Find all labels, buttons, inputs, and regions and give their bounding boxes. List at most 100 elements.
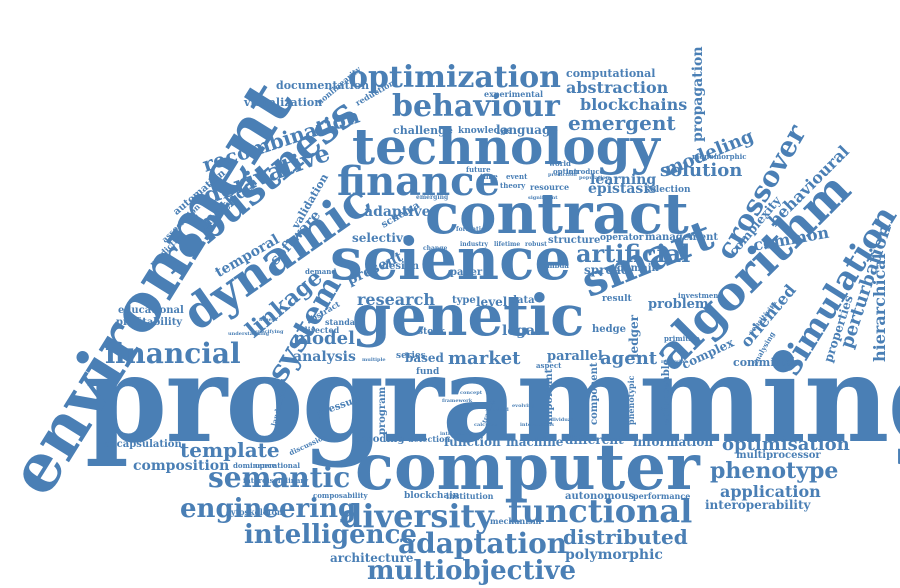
word-different: different: [565, 433, 624, 447]
word-documentation: documentation: [276, 79, 370, 92]
word-language: language: [496, 123, 558, 137]
word-future: future: [466, 165, 491, 174]
word-cytoskeleton: cytoskeleton: [226, 507, 283, 517]
word-educational: educational: [118, 305, 184, 316]
word-programming: programming: [85, 329, 900, 470]
word-result: result: [602, 294, 632, 304]
word-time: time: [480, 172, 498, 181]
word-phenotypic: phenotypic: [626, 375, 636, 426]
word-diversity: diversity: [340, 497, 494, 535]
word-optimization: optimization: [348, 60, 561, 95]
word-fitness: fitness: [259, 317, 278, 323]
word-optimisation: optimisation: [722, 434, 850, 455]
word-aspect: aspect: [536, 361, 562, 370]
word-design: design: [382, 261, 420, 272]
word-adaptation: adaptation: [398, 527, 568, 560]
word-parallel: parallel: [547, 349, 603, 364]
word-agent: agent: [600, 348, 658, 369]
word-operator: operator: [600, 233, 644, 243]
word-institution: institution: [446, 491, 494, 501]
word-financial: financial: [105, 337, 241, 370]
word-management: management: [645, 232, 718, 243]
word-application: application: [720, 482, 821, 501]
word-applied: applied: [488, 407, 509, 413]
word-directed: directed: [302, 325, 340, 335]
word-lambda: lambda: [540, 261, 569, 270]
word-information: information: [633, 435, 714, 449]
word-industry: industry: [460, 241, 488, 248]
word-epistasis: epistasis: [588, 181, 657, 197]
word-investment: investment: [678, 291, 722, 300]
word-adaptive: adaptive: [364, 204, 431, 220]
word-behaviour: behaviour: [392, 89, 560, 124]
word-lifetime: lifetime: [494, 241, 521, 248]
word-series: series: [396, 351, 426, 361]
word-science: science: [330, 225, 572, 293]
word-performance: performance: [633, 491, 691, 501]
word-mechanism: mechanism: [490, 516, 542, 526]
word-multiobjective: multiobjective: [367, 556, 577, 586]
word-world: world: [549, 159, 571, 168]
word-computational: computational: [566, 67, 656, 80]
word-spread: spread: [584, 263, 630, 277]
word-distributed: distributed: [563, 525, 688, 549]
word-formation: formation: [456, 226, 490, 233]
word-paper: paper: [450, 267, 483, 278]
word-engineering: engineering: [180, 494, 357, 524]
word-contract: contract: [425, 181, 689, 247]
word-finance: finance: [337, 158, 500, 205]
word-analysis: analysis: [293, 349, 356, 365]
word-encapsulation: encapsulation: [103, 439, 182, 450]
word-computer: computer: [355, 430, 700, 505]
word-standard: standard: [325, 317, 365, 327]
word-encoding: encoding: [353, 434, 405, 445]
word-architecture: architecture: [330, 551, 414, 565]
word-program: program: [377, 386, 388, 435]
word-model: model: [293, 328, 355, 349]
word-interactions: interactions: [520, 422, 554, 428]
word-multiple: multiple: [362, 357, 386, 363]
word-genetic: genetic: [352, 283, 585, 349]
word-component: component: [589, 362, 600, 425]
word-individual: individual: [545, 417, 574, 423]
word-interdisciplinary: interdisciplinary: [243, 476, 309, 485]
word-legal: legal: [502, 323, 541, 339]
word-introducing: introducing: [440, 431, 474, 437]
word-population: population: [579, 175, 610, 181]
word-stock: stock: [418, 327, 445, 337]
word-phenotype: phenotype: [710, 458, 839, 484]
word-type: type: [452, 295, 476, 306]
word-recursion: recursion: [661, 359, 688, 365]
word-abstraction: abstraction: [566, 78, 669, 97]
word-ledger: ledger: [627, 315, 641, 358]
word-propagation: propagation: [690, 46, 706, 142]
word-based: based: [405, 351, 444, 365]
word-domain: domain: [617, 263, 659, 274]
word-theory: theory: [500, 181, 526, 190]
word-intelligence: intelligence: [244, 520, 417, 550]
word-emergent: emergent: [568, 111, 676, 135]
word-template: template: [180, 438, 280, 462]
word-knowledge: knowledge: [458, 126, 512, 136]
word-change: change: [423, 245, 448, 252]
word-hedge: hedge: [592, 324, 626, 335]
word-demand: demand: [305, 267, 337, 276]
word-resource: resource: [530, 182, 570, 192]
word-detection: detection: [408, 434, 451, 444]
word-market: market: [448, 348, 521, 369]
word-framework: framework: [442, 398, 473, 404]
word-committee: committee: [733, 356, 799, 369]
word-enforceable: enforceable: [661, 359, 672, 425]
word-function: function: [444, 435, 501, 449]
word-robust: robust: [525, 241, 547, 248]
word-learning: learning: [590, 172, 657, 188]
word-specifying: specifying: [255, 329, 284, 335]
word-composition: composition: [133, 458, 230, 474]
word-multiprocessor: multiprocessor: [736, 450, 821, 461]
word-monomorphic: monomorphic: [692, 152, 747, 161]
word-data: data: [510, 295, 535, 306]
word-prediction: prediction: [548, 172, 577, 178]
word-emerging: emerging: [416, 194, 449, 201]
word-blockchain: blockchain: [404, 491, 460, 501]
word-option: option: [553, 167, 579, 176]
